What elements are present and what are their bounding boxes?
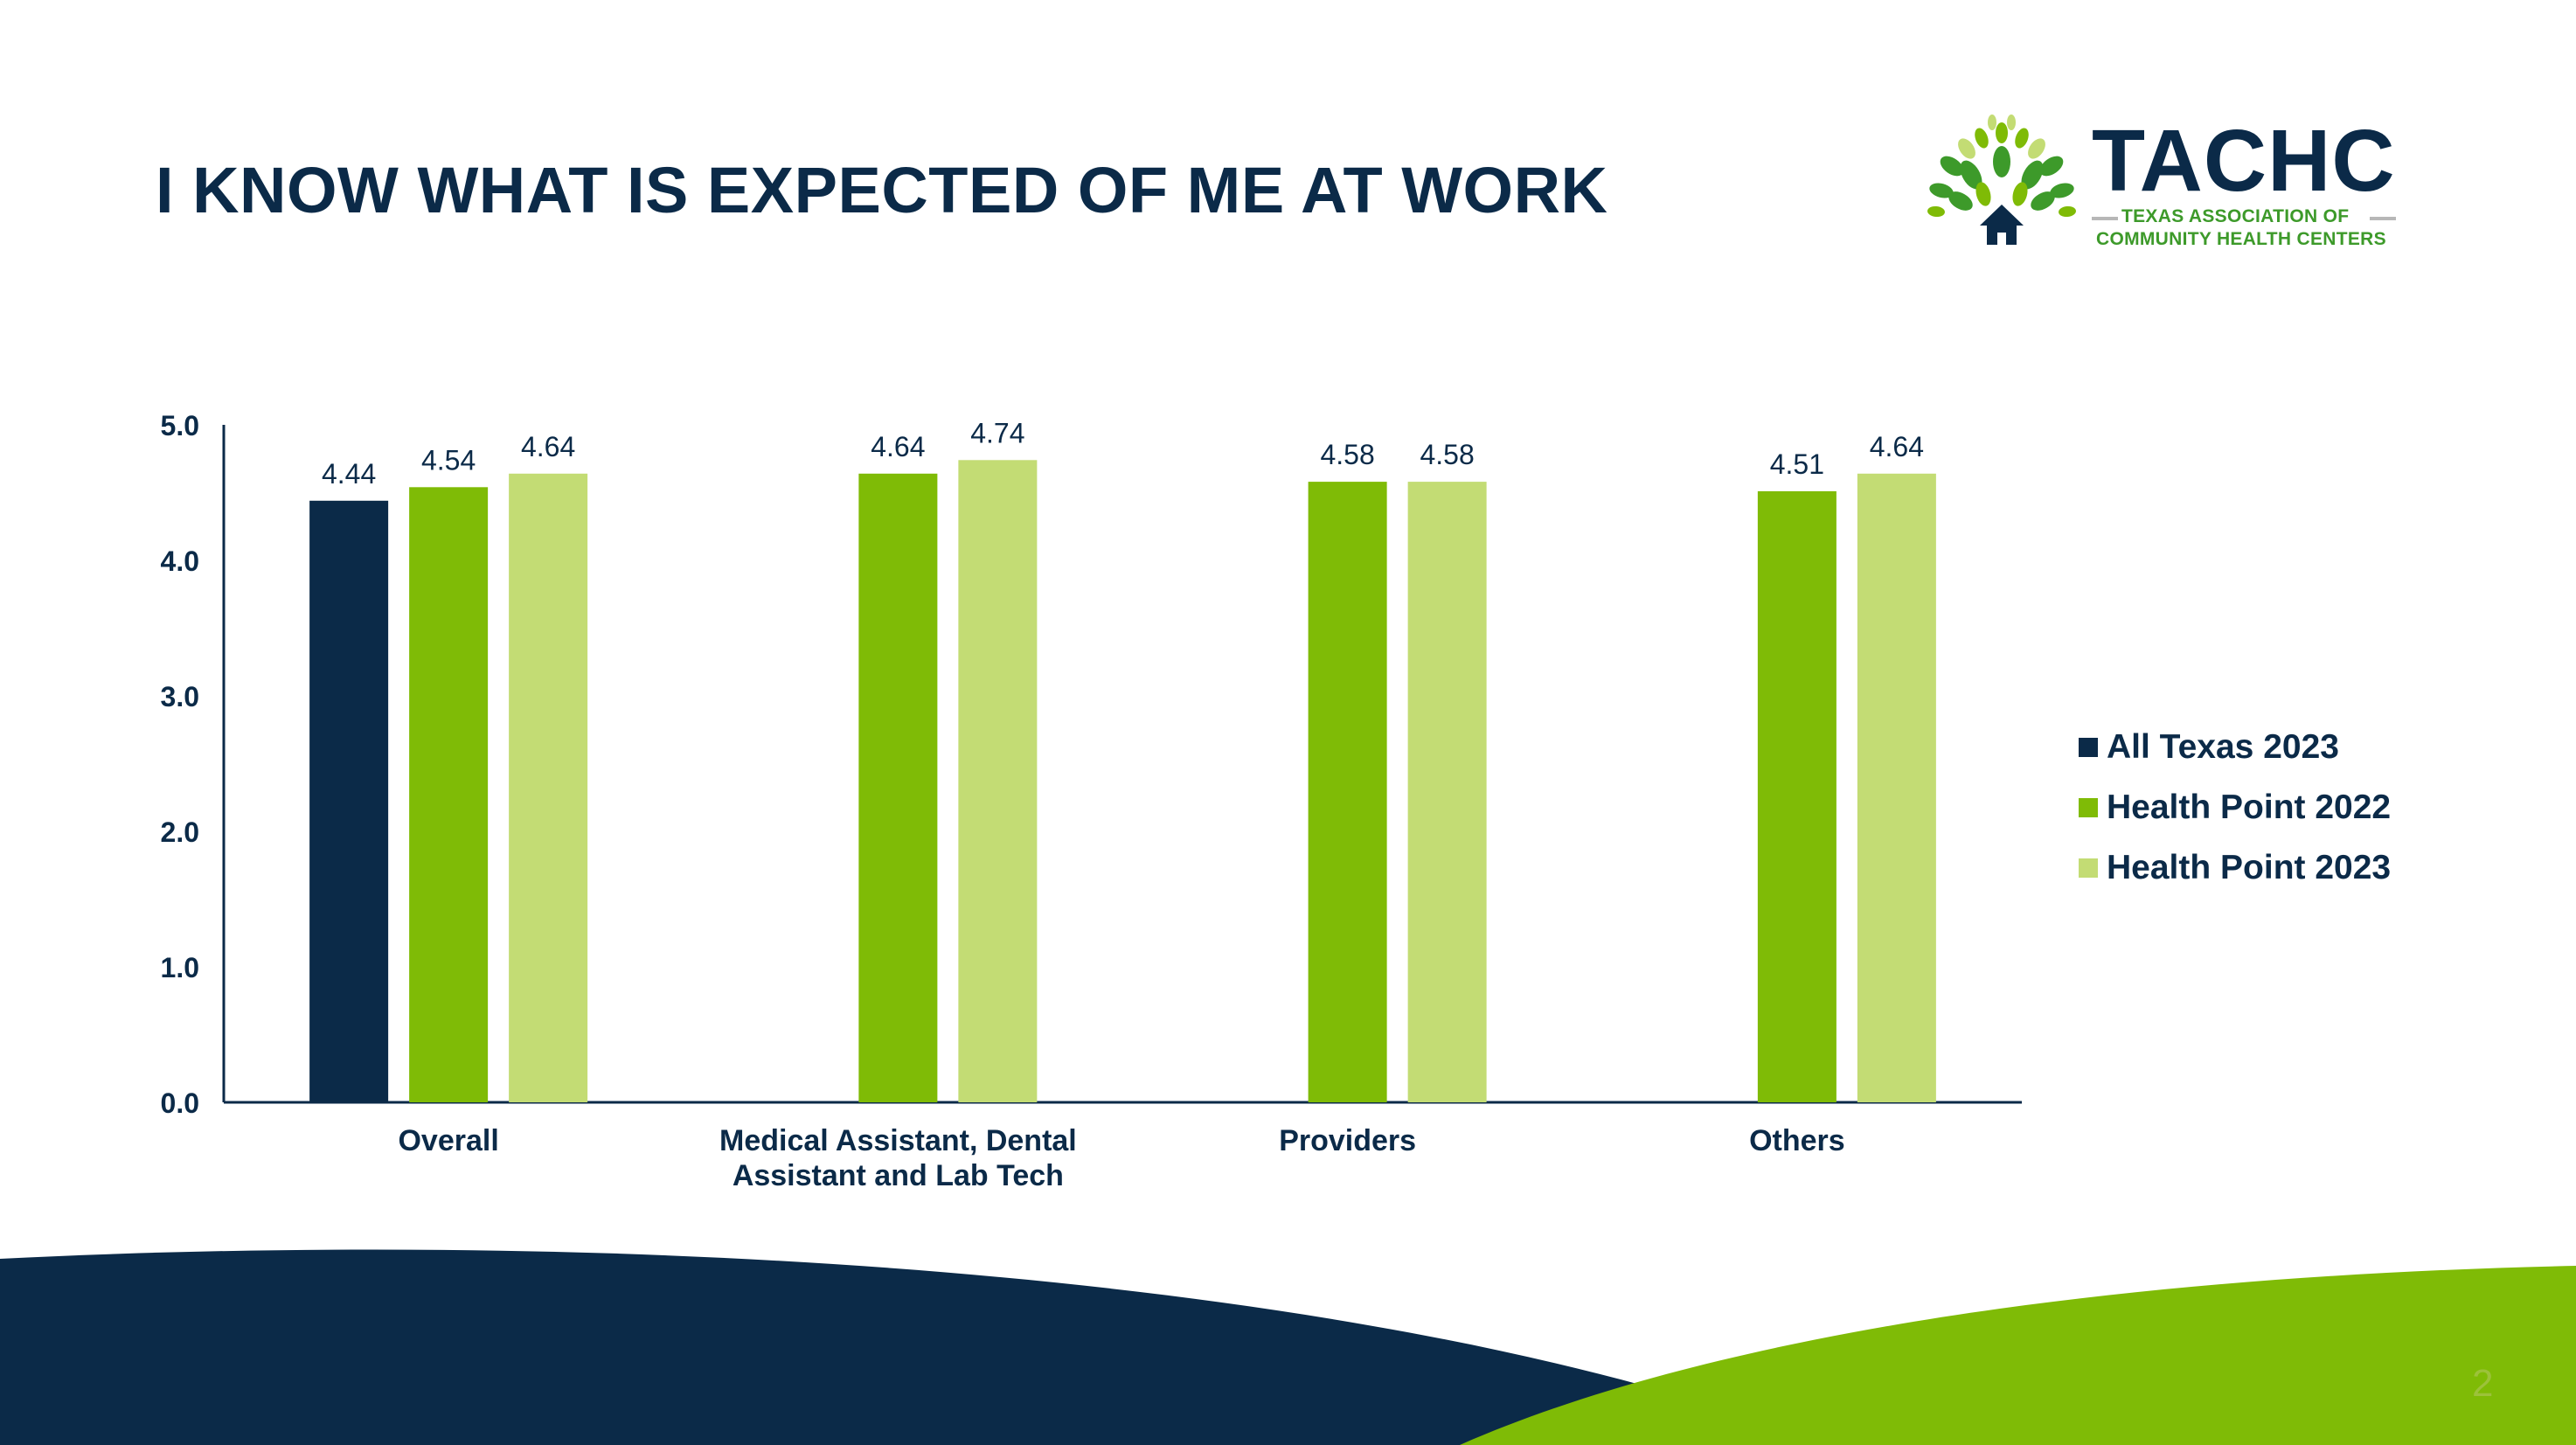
x-category-label: Providers bbox=[1279, 1124, 1416, 1157]
data-label: 4.58 bbox=[1420, 439, 1474, 470]
logo-line-1: TEXAS ASSOCIATION OF bbox=[2121, 206, 2350, 226]
legend-item: Health Point 2023 bbox=[2079, 837, 2391, 898]
data-label: 4.74 bbox=[970, 417, 1024, 448]
data-label: 4.44 bbox=[322, 458, 376, 490]
bar bbox=[858, 473, 938, 1102]
data-label: 4.51 bbox=[1770, 448, 1824, 480]
bar bbox=[958, 460, 1038, 1102]
bar bbox=[1407, 482, 1487, 1102]
data-label: 4.58 bbox=[1320, 439, 1374, 470]
bar bbox=[309, 500, 389, 1102]
legend-label: Health Point 2022 bbox=[2107, 788, 2392, 826]
x-category-label: Medical Assistant, Dental bbox=[719, 1124, 1077, 1157]
data-label: 4.64 bbox=[871, 431, 925, 462]
chart-legend: All Texas 2023 Health Point 2022 Health Po… bbox=[2079, 717, 2391, 898]
logo-divider bbox=[2092, 217, 2118, 220]
y-tick-label: 1.0 bbox=[161, 952, 199, 983]
legend-item: All Texas 2023 bbox=[2079, 717, 2391, 777]
legend-swatch bbox=[2079, 797, 2098, 817]
logo-line-2: COMMUNITY HEALTH CENTERS bbox=[2096, 229, 2386, 249]
data-label: 4.64 bbox=[521, 431, 575, 462]
legend-label: Health Point 2023 bbox=[2107, 848, 2392, 886]
bar bbox=[1757, 490, 1837, 1102]
y-tick-label: 4.0 bbox=[161, 545, 199, 577]
y-tick-label: 5.0 bbox=[161, 410, 199, 441]
page-number: 2 bbox=[2472, 1362, 2494, 1405]
logo-wordmark: TACHC bbox=[2092, 112, 2396, 210]
slide-title: I KNOW WHAT IS EXPECTED OF ME AT WORK bbox=[156, 154, 1608, 226]
x-category-label: Others bbox=[1749, 1124, 1845, 1157]
tachc-logo: TACHC TEXAS ASSOCIATION OF COMMUNITY HEA… bbox=[1919, 114, 2408, 254]
bar bbox=[509, 473, 588, 1102]
y-tick-label: 2.0 bbox=[161, 816, 199, 848]
y-tick-label: 0.0 bbox=[161, 1087, 199, 1119]
legend-item: Health Point 2022 bbox=[2079, 777, 2391, 837]
bar bbox=[409, 487, 489, 1102]
x-category-label: Overall bbox=[398, 1124, 498, 1157]
logo-divider bbox=[2370, 217, 2396, 220]
legend-label: All Texas 2023 bbox=[2107, 727, 2339, 766]
legend-swatch bbox=[2079, 858, 2098, 878]
bar bbox=[1308, 482, 1387, 1102]
data-label: 4.54 bbox=[421, 444, 476, 476]
y-tick-label: 3.0 bbox=[161, 681, 199, 712]
data-label: 4.64 bbox=[1870, 431, 1924, 462]
footer-green-wave bbox=[1460, 1266, 2576, 1445]
bar bbox=[1857, 473, 1936, 1102]
x-category-label: Assistant and Lab Tech bbox=[733, 1159, 1064, 1192]
footer-navy-wave bbox=[0, 1249, 1705, 1445]
legend-swatch bbox=[2079, 737, 2098, 757]
tree-house-icon bbox=[1927, 115, 2076, 245]
